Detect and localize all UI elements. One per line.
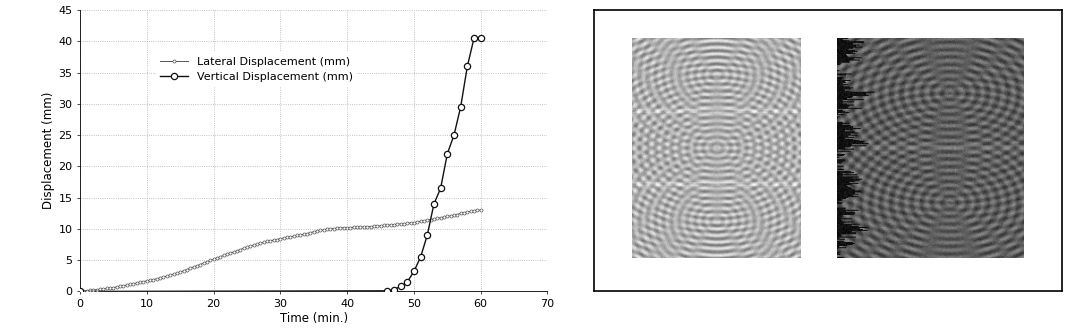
Lateral Displacement (mm) [344,225,356,229]
Line: Lateral Displacement (mm): Lateral Displacement (mm) [79,209,482,293]
Vertical Displacement (mm) [475,36,488,40]
Lateral Displacement (mm) [324,227,337,231]
Lateral Displacement (mm) [475,208,488,212]
Vertical Displacement (mm) [414,255,427,259]
Vertical Displacement (mm) [74,289,86,293]
Vertical Displacement (mm) [387,287,400,291]
Lateral Displacement (mm) [114,284,127,288]
Line: Vertical Displacement (mm): Vertical Displacement (mm) [77,35,483,294]
Lateral Displacement (mm) [447,213,460,217]
Vertical Displacement (mm) [408,269,420,273]
Lateral Displacement (mm) [471,208,483,212]
Vertical Displacement (mm) [401,280,414,284]
Y-axis label: Displacement (mm): Displacement (mm) [43,92,55,209]
Vertical Displacement (mm) [461,64,474,68]
Legend: Lateral Displacement (mm), Vertical Displacement (mm): Lateral Displacement (mm), Vertical Disp… [156,52,357,87]
Vertical Displacement (mm) [434,186,447,190]
Lateral Displacement (mm) [74,289,86,293]
Lateral Displacement (mm) [168,272,180,276]
Vertical Displacement (mm) [455,105,467,109]
Lateral Displacement (mm) [244,245,257,249]
Vertical Displacement (mm) [467,36,480,40]
Vertical Displacement (mm) [447,133,460,137]
X-axis label: Time (min.): Time (min.) [280,312,348,325]
Vertical Displacement (mm) [394,284,407,288]
Vertical Displacement (mm) [441,152,453,156]
Vertical Displacement (mm) [420,233,433,237]
Vertical Displacement (mm) [428,202,441,206]
Vertical Displacement (mm) [381,289,394,293]
